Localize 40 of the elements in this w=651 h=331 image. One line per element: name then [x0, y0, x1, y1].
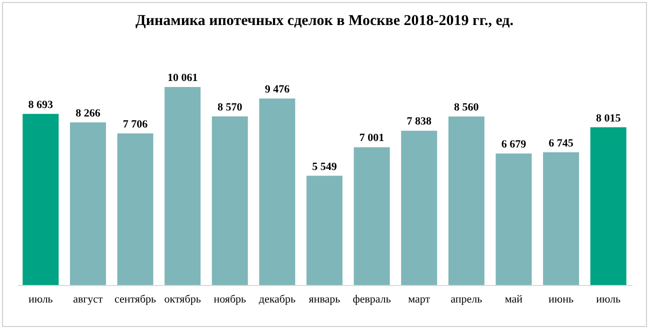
- x-tick-label: август: [73, 294, 104, 306]
- data-label: 6 679: [501, 138, 527, 151]
- bar: [212, 116, 248, 285]
- x-tick-label: июль: [28, 294, 53, 306]
- bar: [117, 133, 154, 285]
- chart-title: Динамика ипотечных сделок в Москве 2018-2019 гг., ед.: [136, 13, 514, 29]
- data-label: 7 001: [359, 132, 384, 144]
- bar: [496, 154, 532, 285]
- x-tick-label: декабрь: [258, 294, 296, 306]
- data-label: 8 570: [218, 101, 243, 114]
- data-label: 7 838: [406, 116, 432, 128]
- data-label: 8 693: [28, 98, 54, 111]
- x-tick-label: февраль: [352, 294, 391, 306]
- bar: [543, 152, 580, 285]
- x-tick-label: ноябрь: [214, 294, 246, 306]
- data-label: 10 061: [167, 72, 198, 84]
- x-tick-label: октябрь: [164, 294, 201, 306]
- x-tick-label: январь: [308, 294, 340, 306]
- bar: [590, 127, 626, 285]
- bar: [448, 116, 484, 285]
- x-tick-label: июнь: [548, 294, 574, 306]
- x-tick-label: июль: [596, 294, 621, 306]
- bar: [401, 130, 438, 285]
- data-label: 6 745: [548, 137, 574, 150]
- x-tick-label: май: [504, 294, 523, 306]
- bar: [354, 147, 390, 285]
- bar: [259, 98, 296, 285]
- bar: [306, 176, 342, 285]
- x-tick-label: апрель: [450, 294, 482, 306]
- data-label: 7 706: [122, 118, 148, 130]
- x-tick-label: сентябрь: [114, 294, 156, 306]
- bar: [70, 122, 106, 285]
- bar: [164, 87, 201, 285]
- data-label: 9 476: [264, 84, 290, 96]
- data-label: 8 560: [454, 102, 480, 114]
- data-label: 8 015: [596, 112, 622, 124]
- data-label: 5 549: [312, 160, 338, 173]
- bar: [22, 114, 59, 285]
- x-tick-label: март: [408, 294, 430, 306]
- data-label: 8 266: [76, 107, 101, 120]
